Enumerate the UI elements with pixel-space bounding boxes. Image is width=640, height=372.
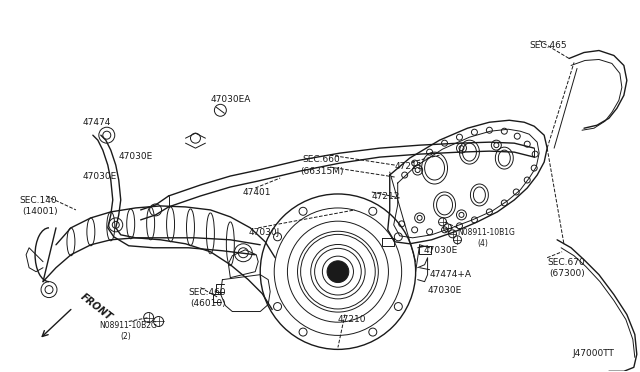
Text: 47030E: 47030E: [83, 172, 117, 181]
Text: SEC.660: SEC.660: [302, 155, 340, 164]
Text: SEC.670: SEC.670: [547, 258, 585, 267]
Text: N08911-10B2G: N08911-10B2G: [99, 321, 157, 330]
Text: (2): (2): [121, 333, 131, 341]
Text: 47474: 47474: [83, 118, 111, 127]
Text: (67300): (67300): [549, 269, 585, 278]
Text: 47401: 47401: [243, 188, 271, 197]
Text: SEC.460: SEC.460: [189, 288, 226, 296]
Text: 47211: 47211: [395, 162, 423, 171]
Text: (46010): (46010): [191, 299, 226, 308]
Text: (14001): (14001): [22, 207, 58, 216]
Text: (4): (4): [477, 239, 488, 248]
Text: (66315M): (66315M): [300, 167, 344, 176]
Text: SEC.140: SEC.140: [19, 196, 57, 205]
Text: FRONT: FRONT: [79, 292, 115, 323]
Text: 47030E: 47030E: [428, 286, 462, 295]
Text: 47030EA: 47030EA: [211, 95, 251, 104]
Text: 47212: 47212: [372, 192, 400, 201]
Text: 47030E: 47030E: [119, 152, 153, 161]
Text: 47474+A: 47474+A: [429, 270, 472, 279]
Circle shape: [191, 133, 200, 143]
Text: 47030J: 47030J: [248, 228, 280, 237]
Circle shape: [327, 261, 349, 283]
Text: N08911-10B1G: N08911-10B1G: [458, 228, 515, 237]
Text: J47000TT: J47000TT: [572, 349, 614, 358]
Text: 47210: 47210: [338, 314, 367, 324]
Text: 47030E: 47030E: [424, 246, 458, 255]
Text: SEC.465: SEC.465: [529, 41, 567, 49]
